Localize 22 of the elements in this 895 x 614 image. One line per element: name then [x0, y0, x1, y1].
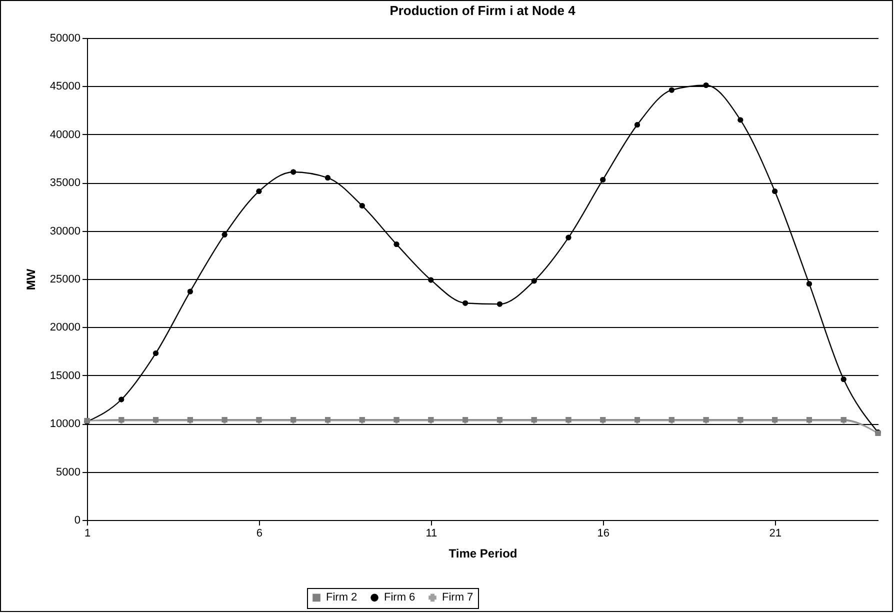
- y-tick-label: 50000: [50, 32, 80, 44]
- legend-label: Firm 2: [326, 592, 358, 604]
- y-axis-title: MW: [24, 268, 38, 290]
- y-tick-label: 40000: [50, 128, 80, 141]
- x-tick-label: 16: [597, 528, 610, 540]
- x-tick-label: 11: [426, 528, 438, 540]
- y-tick-label: 30000: [50, 225, 80, 238]
- x-axis-title: Time Period: [448, 546, 518, 560]
- legend-label: Firm 6: [384, 592, 416, 604]
- y-tick-label: 35000: [50, 177, 80, 190]
- x-tick-label: 1: [84, 528, 91, 540]
- y-tick-label: 0: [74, 514, 80, 526]
- y-tick-label: 10000: [50, 418, 80, 430]
- y-tick-label: 45000: [50, 80, 80, 93]
- y-tick-label: 20000: [50, 322, 80, 334]
- legend-label: Firm 7: [442, 592, 474, 604]
- x-tick-label: 6: [256, 528, 263, 540]
- y-tick-label: 15000: [50, 370, 80, 382]
- y-tick-label: 5000: [56, 466, 80, 478]
- y-tick-label: 25000: [50, 274, 80, 286]
- x-tick-label: 21: [769, 528, 782, 540]
- chart-title: Production of Firm i at Node 4: [390, 3, 576, 18]
